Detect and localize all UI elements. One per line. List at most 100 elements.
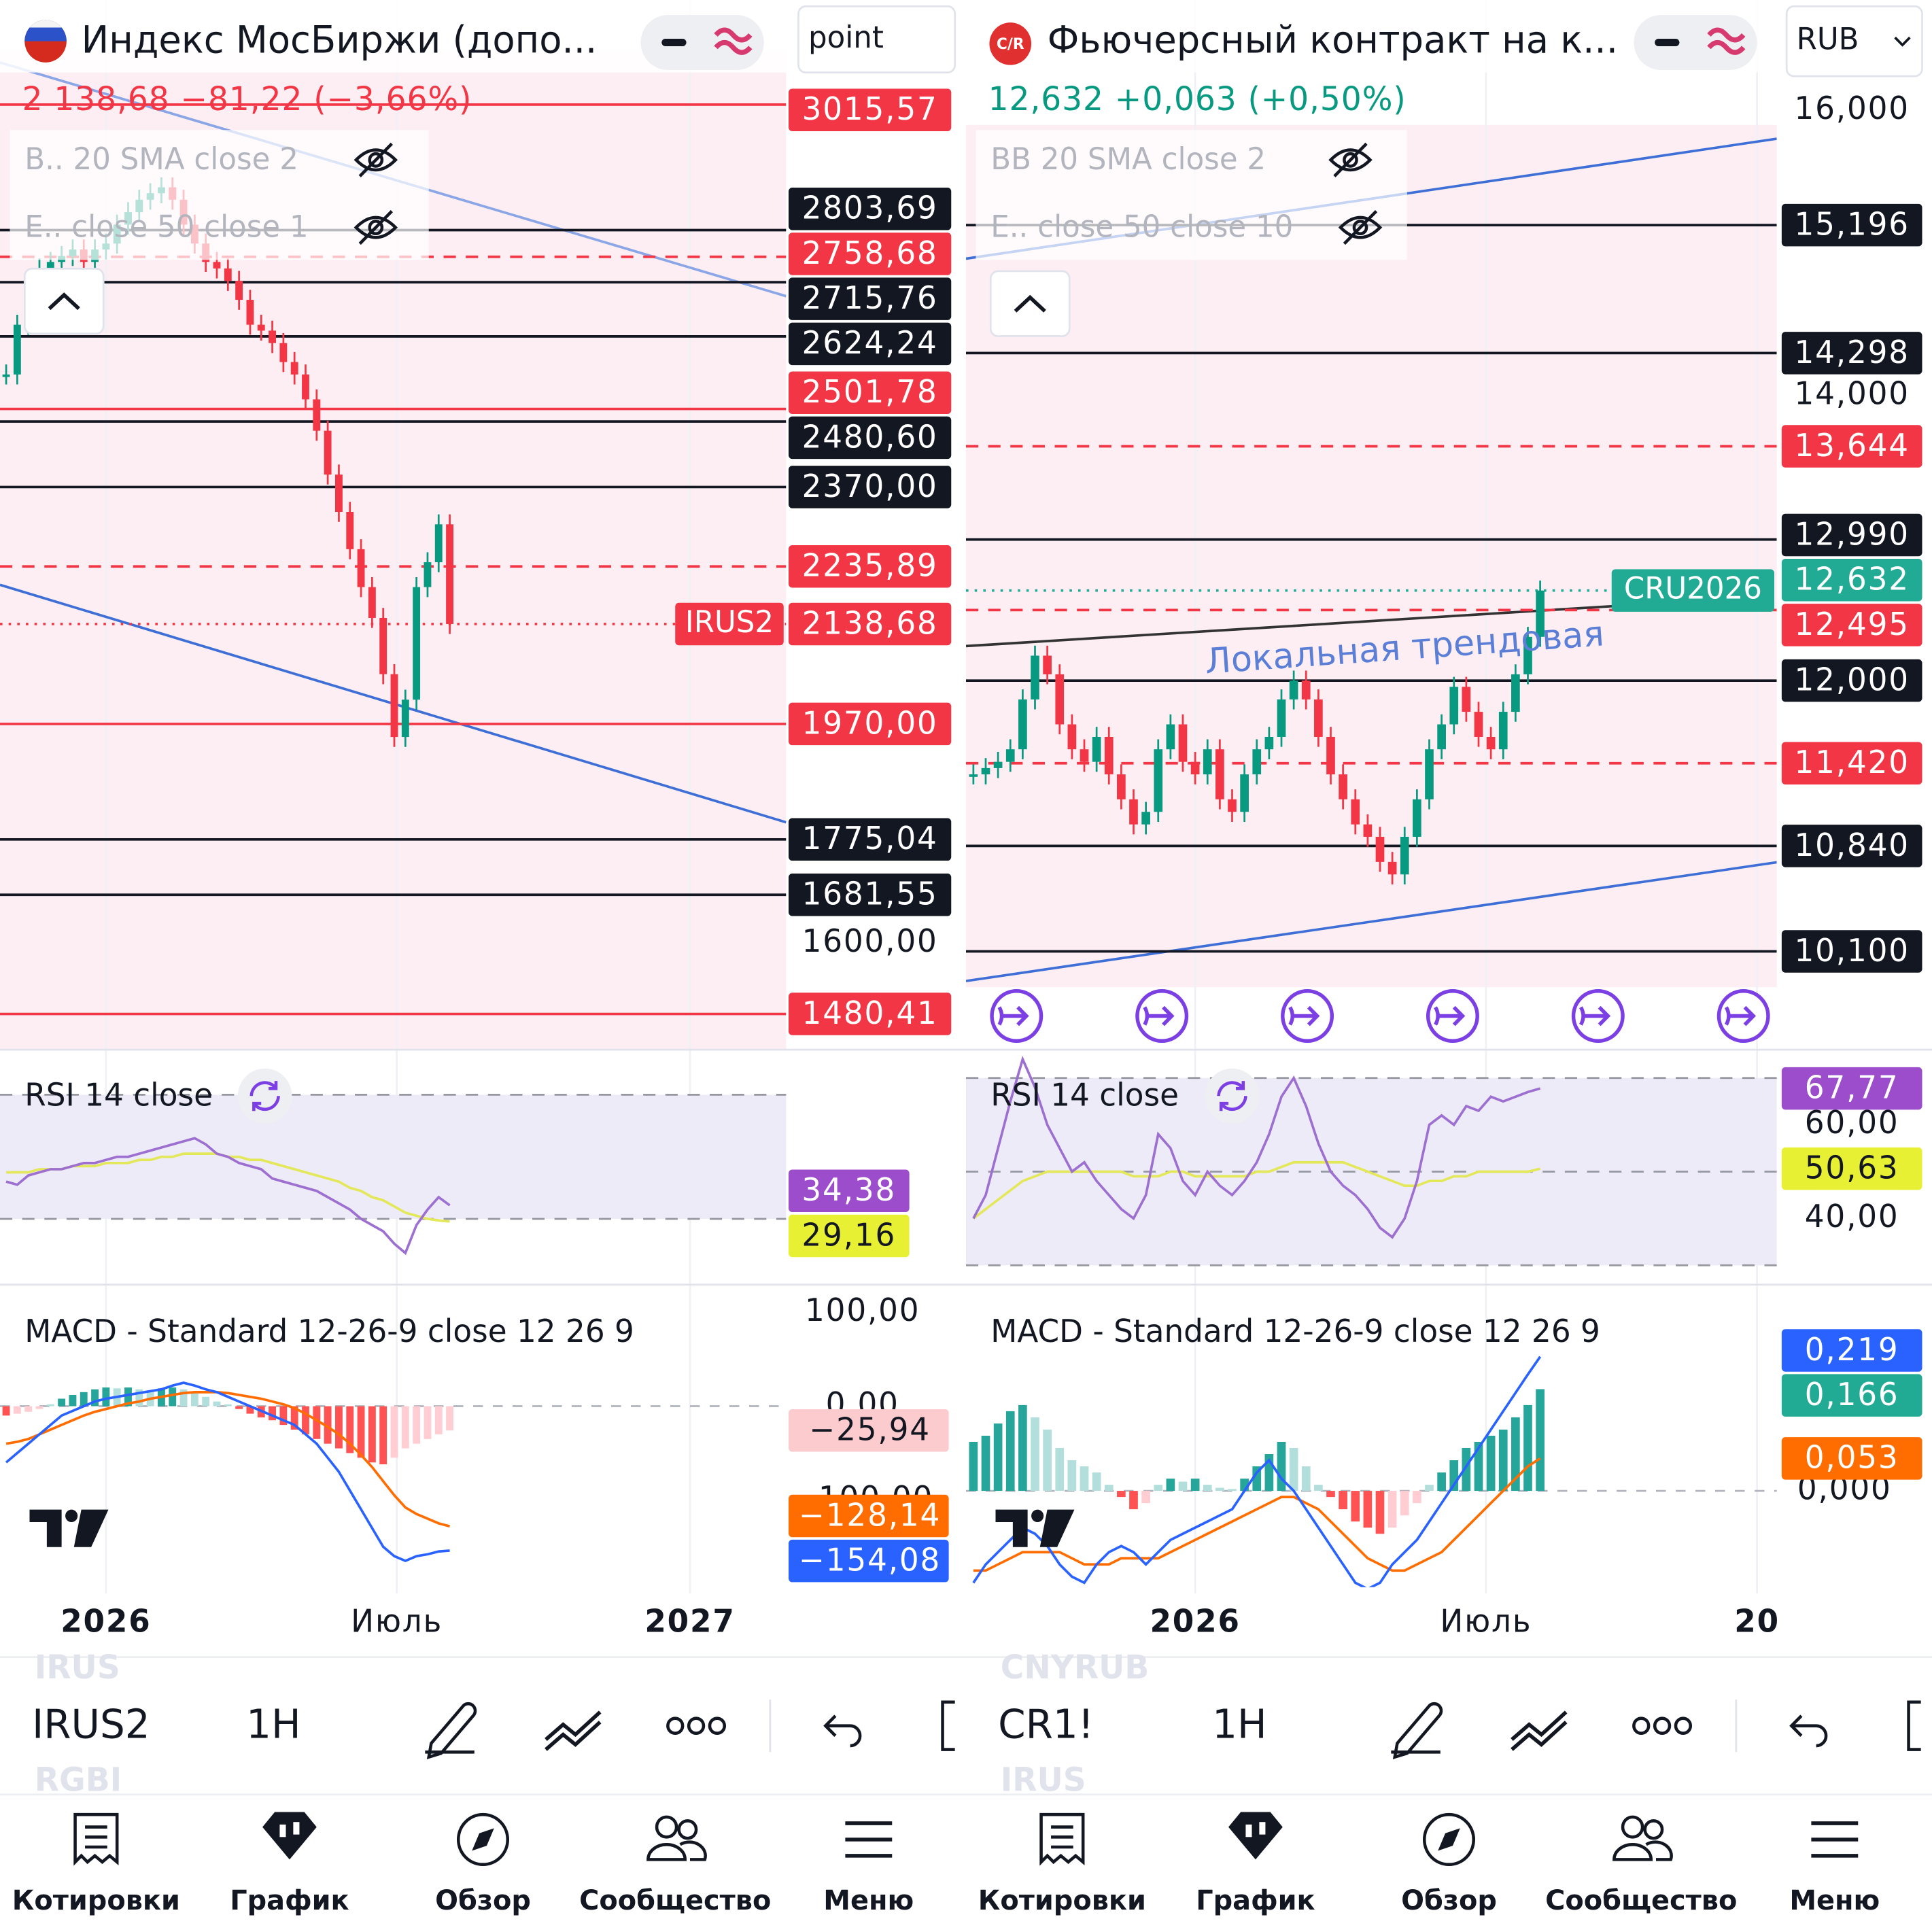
nav-label[interactable]: Сообщество xyxy=(1545,1885,1737,1916)
macd-histogram-bar xyxy=(124,1387,132,1407)
candle xyxy=(1536,590,1545,637)
indicator-label: E.. close 50 close 10 xyxy=(990,209,1293,244)
candle xyxy=(302,374,309,400)
macd-histogram-bar xyxy=(1215,1487,1224,1491)
more-icon[interactable] xyxy=(1632,1717,1651,1736)
symbol-tag-label: IRUS2 xyxy=(685,605,774,640)
nav-icon xyxy=(1612,1840,1673,1861)
candle xyxy=(335,475,343,512)
candle xyxy=(269,330,276,343)
nav-icon xyxy=(646,1840,707,1861)
indicator-toggle[interactable] xyxy=(1634,15,1757,70)
wave-icon xyxy=(714,27,753,43)
nav-label[interactable]: График xyxy=(1196,1885,1315,1916)
trend-line xyxy=(966,861,1777,982)
more-icon[interactable] xyxy=(1674,1717,1693,1736)
jump-icon xyxy=(1434,1005,1466,1027)
macd-histogram-bar xyxy=(1536,1389,1545,1491)
macd-histogram-bar xyxy=(235,1406,243,1409)
more-icon[interactable] xyxy=(666,1717,685,1736)
collapse-button[interactable] xyxy=(23,267,105,335)
minus-icon xyxy=(661,38,687,47)
tradingview-logo xyxy=(29,1509,109,1547)
nav-icon[interactable] xyxy=(1621,1815,1644,1839)
macd-histogram-bar xyxy=(1339,1491,1347,1510)
more-icon[interactable] xyxy=(708,1717,727,1736)
symbol-faded: IRUS xyxy=(35,1649,120,1687)
macd-histogram-bar xyxy=(1326,1491,1335,1498)
nav-icon[interactable] xyxy=(1422,1812,1476,1867)
price-level-label-box xyxy=(789,466,952,508)
nav-icon[interactable] xyxy=(262,1812,317,1860)
price-level-label-box xyxy=(789,322,952,366)
price-level-label-box xyxy=(1781,930,1922,973)
undo-icon[interactable] xyxy=(1789,1714,1828,1748)
draw-icon[interactable] xyxy=(425,1702,477,1759)
macd-histogram-bar xyxy=(1375,1491,1385,1534)
lines-icon[interactable] xyxy=(1511,1710,1568,1751)
nav-icon[interactable] xyxy=(655,1815,678,1839)
nav-label[interactable]: Котировки xyxy=(978,1885,1146,1916)
macd-title: MACD - Standard 12-26-9 close 12 26 9 xyxy=(24,1313,634,1349)
candle xyxy=(1252,749,1262,775)
nav-label[interactable]: График xyxy=(230,1885,349,1916)
draw-icon[interactable] xyxy=(1391,1702,1443,1759)
macd-histogram-bar xyxy=(335,1406,343,1449)
nav-label[interactable]: Обзор xyxy=(1401,1885,1497,1916)
nav-label[interactable]: Сообщество xyxy=(579,1885,771,1916)
rsi-title: RSI 14 close xyxy=(990,1077,1179,1113)
price-level-label: 1970,00 xyxy=(802,705,938,741)
collapse-button[interactable] xyxy=(989,270,1071,337)
macd-histogram-bar xyxy=(202,1396,210,1407)
jump-icon xyxy=(1143,1005,1175,1027)
scale-button[interactable] xyxy=(1785,5,1923,77)
candle xyxy=(357,549,365,587)
candle xyxy=(969,774,978,777)
refresh-button[interactable] xyxy=(1205,1068,1260,1124)
lines-icon[interactable] xyxy=(545,1710,602,1751)
candle xyxy=(1166,724,1175,750)
eye-off-icon xyxy=(1343,210,1378,245)
candle xyxy=(1449,687,1459,725)
nav-icon[interactable] xyxy=(456,1812,510,1867)
rsi-level-box xyxy=(789,1214,910,1258)
macd-level-label: 0,053 xyxy=(1805,1439,1899,1475)
price-level-label-box xyxy=(789,702,952,746)
macd-histogram-bar xyxy=(13,1406,21,1414)
macd-level-label: −128,14 xyxy=(799,1497,941,1533)
nav-label[interactable]: Котировки xyxy=(12,1885,180,1916)
price-level-label-box xyxy=(789,993,952,1035)
nav-label[interactable]: Меню xyxy=(1789,1885,1880,1916)
macd-histogram-bar xyxy=(1228,1489,1237,1491)
fullscreen-icon[interactable] xyxy=(941,1700,955,1751)
more-icon[interactable] xyxy=(687,1717,706,1736)
price-level-label: 2624,24 xyxy=(802,325,938,361)
nav-label[interactable]: Обзор xyxy=(435,1885,531,1916)
candle xyxy=(1228,799,1237,812)
symbol-name[interactable]: IRUS2 xyxy=(32,1701,150,1747)
macd-histogram-bar xyxy=(1203,1485,1212,1491)
price-level-label: 2758,68 xyxy=(802,235,938,271)
undo-icon[interactable] xyxy=(823,1714,862,1748)
candle xyxy=(1005,749,1015,762)
price-level-label: 2803,69 xyxy=(802,190,938,226)
symbol-name[interactable]: CR1! xyxy=(998,1701,1094,1747)
rsi-tick-label: 60,00 xyxy=(1805,1105,1899,1141)
symbol-faded: IRUS xyxy=(1001,1761,1086,1799)
nav-icon[interactable] xyxy=(1228,1812,1283,1860)
indicator-toggle[interactable] xyxy=(640,15,764,70)
price-level-label-box xyxy=(789,874,952,916)
scale-button[interactable] xyxy=(797,5,956,73)
price-level-label-box xyxy=(789,371,952,414)
candle xyxy=(424,562,432,587)
refresh-button[interactable] xyxy=(237,1068,292,1124)
fullscreen-icon[interactable] xyxy=(1907,1700,1921,1751)
macd-histogram-bar xyxy=(1166,1479,1175,1491)
nav-label[interactable]: Меню xyxy=(823,1885,914,1916)
nav-icon[interactable] xyxy=(73,1812,119,1866)
nav-icon[interactable] xyxy=(1039,1812,1085,1866)
more-icon[interactable] xyxy=(1653,1717,1672,1736)
macd-histogram-bar xyxy=(2,1406,10,1416)
indicator-label: B.. 20 SMA close 2 xyxy=(24,142,298,177)
